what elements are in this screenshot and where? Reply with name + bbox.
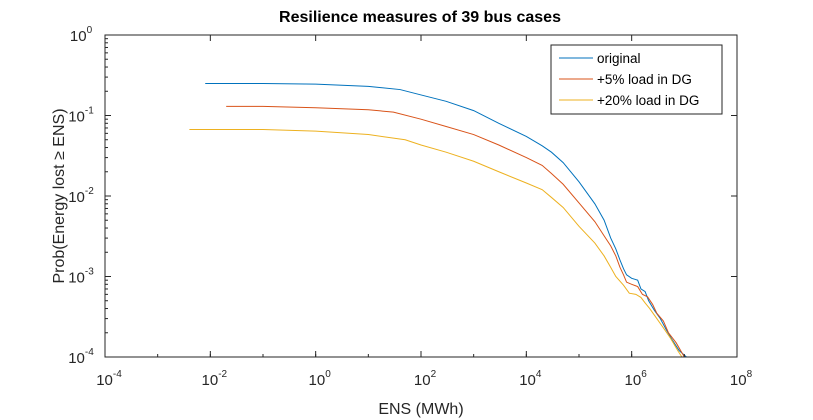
series-line-2 [226,105,685,357]
y-tick-label: 100 [70,25,93,45]
y-tick-label: 10-3 [68,267,94,287]
x-tick-label: 100 [309,369,332,389]
y-tick-label: 10-2 [68,186,94,206]
y-tick-label: 10-1 [68,106,94,126]
axes-layer: 10-4 10-2 100 102 104 106 108 10-4 10-3 10-2 10-1 1… [68,25,752,389]
series-layer [189,82,687,357]
chart-title: Resilience measures of 39 bus cases [279,9,561,26]
x-tick-label: 104 [519,369,542,389]
series-line-1 [205,82,687,357]
x-tick-label: 102 [414,369,437,389]
series-line-3 [189,129,683,357]
legend: original +5% load in DG +20% load in DG [550,44,723,115]
x-tick-label: 106 [625,369,648,389]
x-tick-label: 108 [730,369,753,389]
x-tick-label: 10-4 [96,369,122,389]
legend-label-1: original [597,51,641,66]
x-axis-label: ENS (MWh) [378,401,463,418]
x-tick-label: 10-2 [202,369,228,389]
legend-label-3: +20% load in DG [597,93,699,108]
legend-label-2: +5% load in DG [597,72,692,87]
y-axis-label: Prob(Energy lost ≥ ENS) [51,108,68,283]
y-tick-label: 10-4 [68,347,94,367]
